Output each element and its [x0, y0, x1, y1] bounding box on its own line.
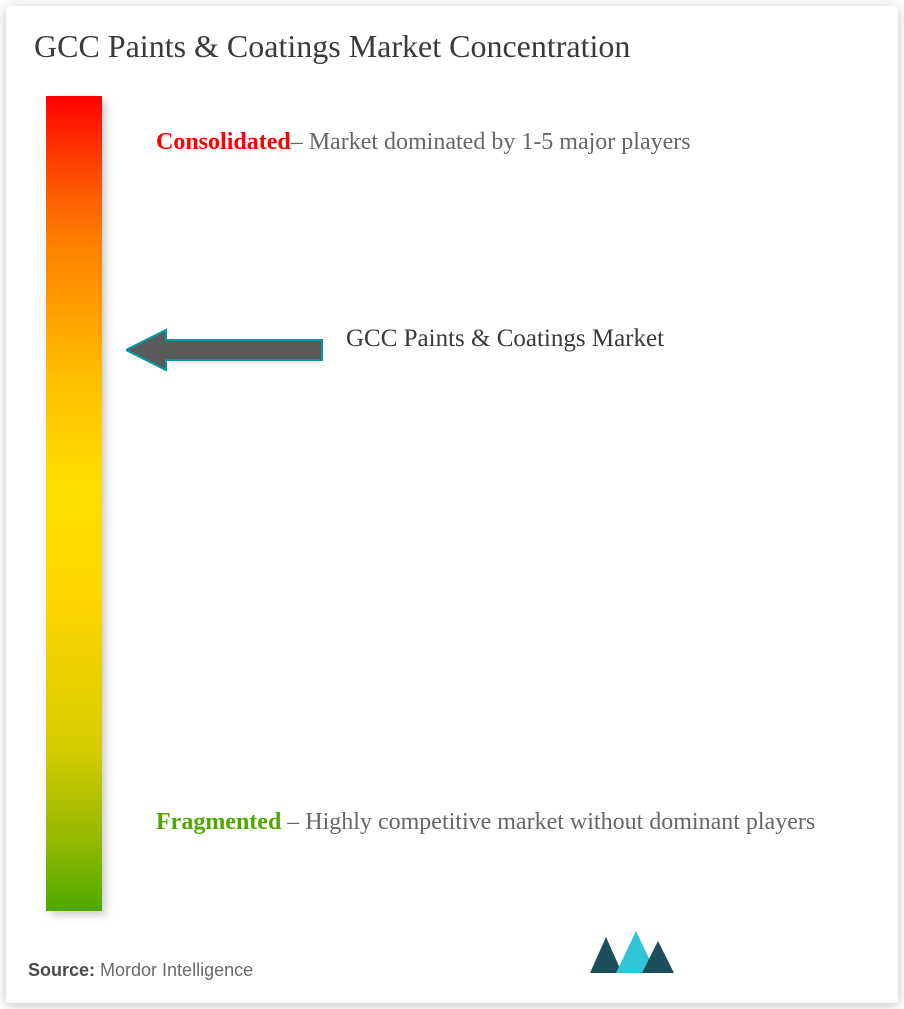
consolidated-label: Consolidated– Market dominated by 1-5 ma…: [156, 116, 826, 169]
consolidated-strong: Consolidated: [156, 129, 291, 155]
concentration-gradient-bar: [46, 96, 102, 911]
source-attribution: Source: Mordor Intelligence: [28, 960, 253, 981]
logo-shape-dark-1: [590, 937, 622, 973]
source-prefix: Source:: [28, 960, 95, 980]
market-pointer-label: GCC Paints & Coatings Market: [346, 321, 666, 356]
pointer-arrow: [126, 326, 326, 374]
fragmented-strong: Fragmented: [156, 809, 281, 835]
consolidated-rest: – Market dominated by 1-5 major players: [291, 129, 691, 155]
source-text: Mordor Intelligence: [95, 960, 253, 980]
fragmented-label: Fragmented – Highly competitive market w…: [156, 796, 826, 849]
mordor-logo: [588, 929, 678, 977]
arrow-icon: [126, 330, 322, 370]
info-card: GCC Paints & Coatings Market Concentrati…: [6, 6, 898, 1003]
fragmented-rest: – Highly competitive market without domi…: [281, 809, 815, 835]
chart-title: GCC Paints & Coatings Market Concentrati…: [34, 28, 630, 65]
